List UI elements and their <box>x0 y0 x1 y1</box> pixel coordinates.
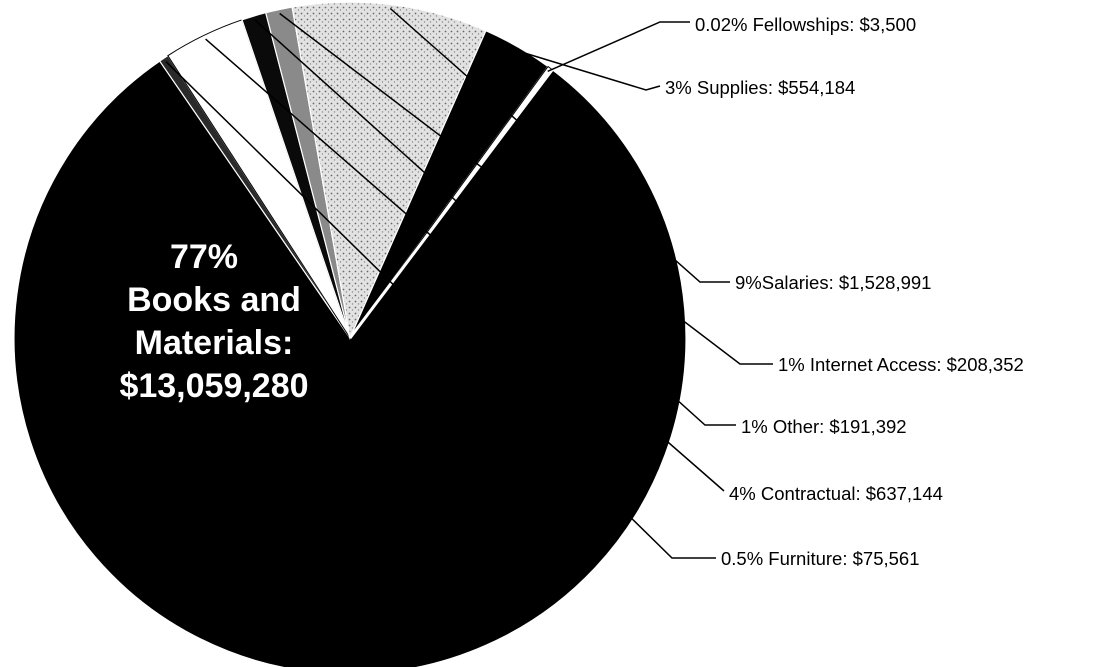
leader-salaries <box>389 7 730 283</box>
label-internet-access: 1% Internet Access: $208,352 <box>778 354 1024 375</box>
fellowships-separator <box>348 68 554 339</box>
label-other: 1% Other: $191,392 <box>741 416 907 437</box>
leader-contractual <box>205 38 725 492</box>
leader-fellowships <box>547 21 690 72</box>
label-supplies: 3% Supplies: $554,184 <box>665 77 855 98</box>
slice-labels: 0.02% Fellowships: $3,500 3% Supplies: $… <box>665 14 1024 569</box>
leader-furniture <box>165 61 716 559</box>
slice-salaries <box>291 1 487 341</box>
books-and-materials-label: 77% Books and Materials: $13,059,280 <box>119 238 308 405</box>
center-label-line-3: Materials: <box>135 324 294 362</box>
leader-other <box>254 19 736 426</box>
label-furniture: 0.5% Furniture: $75,561 <box>721 548 920 569</box>
leader-lines <box>165 7 773 559</box>
pie-slices <box>13 1 687 667</box>
label-contractual: 4% Contractual: $637,144 <box>729 483 943 504</box>
leader-supplies <box>515 49 661 91</box>
center-label-percent: 77% <box>170 238 238 276</box>
leader-internet-access <box>279 12 773 365</box>
center-label-amount: $13,059,280 <box>119 367 308 405</box>
label-fellowships: 0.02% Fellowships: $3,500 <box>695 14 916 35</box>
slice-books-and-materials <box>13 60 687 667</box>
center-label-line-2: Books and <box>127 281 301 319</box>
label-salaries: 9%Salaries: $1,528,991 <box>735 272 931 293</box>
